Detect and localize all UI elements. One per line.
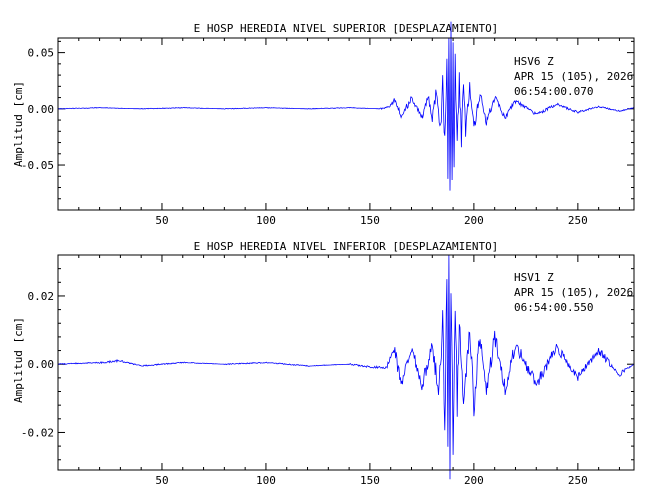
y-tick-label: 0.00 xyxy=(28,103,55,116)
y-axis-label: Amplitud [cm] xyxy=(12,317,25,403)
x-tick-label: 250 xyxy=(568,214,588,227)
event-time: 06:54:00.550 xyxy=(514,301,593,314)
plot-frame xyxy=(57,254,635,471)
x-tick-label: 250 xyxy=(568,474,588,487)
plot-frame xyxy=(57,37,635,211)
station-annotation: HSV1 Z APR 15 (105), 2026 06:54:00.550 xyxy=(514,271,633,314)
panel-lower: E HOSP HEREDIA NIVEL INFERIOR [DESPLAZAM… xyxy=(12,240,635,487)
traces xyxy=(58,21,634,191)
station-annotation: HSV6 Z APR 15 (105), 2026 06:54:00.070 xyxy=(514,55,633,98)
y-tick-label: 0.05 xyxy=(28,47,55,60)
x-tick-label: 150 xyxy=(360,474,380,487)
axes: 50 100 150 200 250 0.05 0.00 -0.05 xyxy=(21,38,634,227)
x-tick-label: 100 xyxy=(256,474,276,487)
waveform-trace xyxy=(57,255,635,480)
traces xyxy=(57,255,635,480)
y-tick-label: 0.00 xyxy=(28,358,55,371)
event-date: APR 15 (105), 2026 xyxy=(514,70,633,83)
x-tick-label: 50 xyxy=(155,214,168,227)
waveform-trace xyxy=(58,21,634,191)
y-tick-label: 0.02 xyxy=(28,290,55,303)
event-time: 06:54:00.070 xyxy=(514,85,593,98)
x-tick-label: 150 xyxy=(360,214,380,227)
y-tick-label: -0.05 xyxy=(21,159,54,172)
station-code: HSV6 Z xyxy=(514,55,554,68)
chart-title: E HOSP HEREDIA NIVEL SUPERIOR [DESPLAZAM… xyxy=(194,22,499,35)
station-code: HSV1 Z xyxy=(514,271,554,284)
y-tick-label: -0.02 xyxy=(21,426,54,439)
x-tick-label: 200 xyxy=(464,214,484,227)
x-tick-label: 200 xyxy=(464,474,484,487)
x-tick-label: 100 xyxy=(256,214,276,227)
y-axis-label: Amplitud [cm] xyxy=(12,81,25,167)
chart-title: E HOSP HEREDIA NIVEL INFERIOR [DESPLAZAM… xyxy=(194,240,499,253)
panel-upper: E HOSP HEREDIA NIVEL SUPERIOR [DESPLAZAM… xyxy=(12,21,635,227)
x-tick-label: 50 xyxy=(155,474,168,487)
event-date: APR 15 (105), 2026 xyxy=(514,286,633,299)
